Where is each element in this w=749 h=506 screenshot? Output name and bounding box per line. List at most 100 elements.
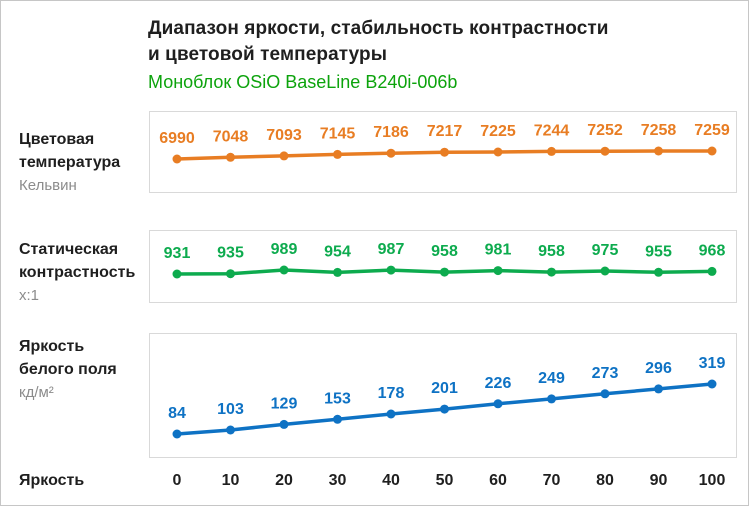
data-point xyxy=(172,429,182,439)
x-tick-label: 60 xyxy=(489,472,507,489)
chart-subtitle: Моноблок OSiO BaseLine B240i-006b xyxy=(148,72,458,92)
data-point xyxy=(226,269,235,279)
data-point xyxy=(333,267,342,277)
data-label: 103 xyxy=(217,401,244,418)
series-label-color-temperature: Цветовая температура Кельвин xyxy=(19,128,147,197)
data-point xyxy=(172,154,182,164)
data-label: 981 xyxy=(485,242,512,259)
data-label: 7225 xyxy=(480,123,516,140)
data-point xyxy=(654,384,663,394)
data-label: 319 xyxy=(699,355,726,372)
x-tick-label: 40 xyxy=(382,472,400,489)
data-label: 955 xyxy=(645,243,672,260)
x-tick-label: 0 xyxy=(172,472,182,489)
data-label: 178 xyxy=(378,385,405,402)
data-label: 958 xyxy=(431,243,458,260)
series-name-line: Статическая xyxy=(19,241,119,258)
data-label: 129 xyxy=(271,395,298,412)
x-tick-label: 50 xyxy=(435,472,454,489)
data-point xyxy=(493,266,503,276)
x-tick-label: 80 xyxy=(596,472,614,489)
data-point xyxy=(600,389,610,399)
data-point xyxy=(279,151,289,161)
data-point xyxy=(226,152,235,162)
data-point xyxy=(440,404,449,414)
data-point xyxy=(279,265,289,275)
data-label: 7244 xyxy=(534,122,570,139)
chart-title-line-2: и цветовой температуры xyxy=(148,44,388,65)
data-point xyxy=(547,394,556,404)
x-tick-label: 100 xyxy=(698,472,726,489)
data-label: 6990 xyxy=(159,130,195,147)
data-label: 249 xyxy=(538,370,565,387)
series-name-line: контрастность xyxy=(19,264,136,281)
data-point xyxy=(172,269,182,279)
x-tick-label: 20 xyxy=(275,472,293,489)
x-tick-label: 70 xyxy=(542,472,561,489)
color-temperature-line-chart: 6990 7048 7093 7145 7186 7217 7225 7244 7252 7258… xyxy=(159,122,730,164)
data-label: 989 xyxy=(271,241,298,258)
data-point xyxy=(547,267,556,277)
data-point xyxy=(333,414,342,424)
series-label-white-brightness: Яркость белого поля кд/м² xyxy=(19,335,147,404)
series-unit: Кельвин xyxy=(19,177,77,194)
white-brightness-plot: 84 103 129 153 178 201 226 249 273 296 319 xyxy=(149,333,737,458)
data-point xyxy=(440,267,449,277)
data-point xyxy=(226,425,235,435)
data-point xyxy=(493,147,503,157)
series-label-static-contrast: Статическая контрастность х:1 xyxy=(19,238,147,307)
chart-title: Диапазон яркости, стабильность контрастн… xyxy=(148,16,728,68)
data-label: 7258 xyxy=(641,122,677,139)
data-point xyxy=(600,146,610,156)
data-point xyxy=(440,147,449,157)
series-name-line: белого поля xyxy=(19,361,117,378)
x-tick-label: 30 xyxy=(328,472,347,489)
data-label: 975 xyxy=(592,242,619,259)
data-point xyxy=(547,146,556,156)
series-unit: х:1 xyxy=(19,287,40,304)
x-axis: Яркость 0 10 20 30 40 50 60 70 80 90 100 xyxy=(1,471,748,491)
data-point xyxy=(654,267,663,277)
data-point xyxy=(600,266,610,276)
data-label: 7217 xyxy=(427,123,463,140)
data-point xyxy=(707,379,717,389)
data-label: 153 xyxy=(324,390,351,407)
chart-title-line-1: Диапазон яркости, стабильность контрастн… xyxy=(148,18,609,39)
data-label: 7259 xyxy=(694,122,730,139)
x-tick-label: 90 xyxy=(649,472,668,489)
data-label: 7145 xyxy=(320,125,356,142)
chart-header: Диапазон яркости, стабильность контрастн… xyxy=(148,16,728,94)
data-point xyxy=(386,265,396,275)
data-label: 968 xyxy=(699,242,726,259)
data-point xyxy=(386,148,396,158)
data-label: 935 xyxy=(217,245,244,262)
data-label: 296 xyxy=(645,360,672,377)
data-label: 7186 xyxy=(373,124,409,141)
color-temperature-plot: 6990 7048 7093 7145 7186 7217 7225 7244 7252 7258… xyxy=(149,111,737,193)
x-axis-title: Яркость xyxy=(19,472,85,489)
data-point xyxy=(279,419,289,429)
data-label: 958 xyxy=(538,243,565,260)
series-name-line: Цветовая xyxy=(19,131,95,148)
data-label: 987 xyxy=(378,241,405,258)
series-name-line: температура xyxy=(19,154,121,171)
series-unit: кд/м² xyxy=(19,384,54,401)
data-label: 931 xyxy=(164,245,191,262)
data-label: 84 xyxy=(168,405,186,422)
data-point xyxy=(707,146,717,156)
data-label: 7252 xyxy=(587,122,623,139)
data-label: 954 xyxy=(324,243,351,260)
data-label: 7048 xyxy=(213,128,249,145)
data-label: 201 xyxy=(431,380,458,397)
data-point xyxy=(707,266,717,276)
white-brightness-line-chart: 84 103 129 153 178 201 226 249 273 296 319 xyxy=(168,355,726,439)
data-point xyxy=(386,409,396,419)
static-contrast-line-chart: 931 935 989 954 987 958 981 958 975 955 968 xyxy=(164,241,726,279)
data-point xyxy=(493,399,503,409)
data-point xyxy=(333,149,342,159)
data-label: 273 xyxy=(592,365,619,382)
static-contrast-plot: 931 935 989 954 987 958 981 958 975 955 968 xyxy=(149,230,737,303)
series-name-line: Яркость xyxy=(19,338,85,355)
data-label: 7093 xyxy=(266,127,302,144)
